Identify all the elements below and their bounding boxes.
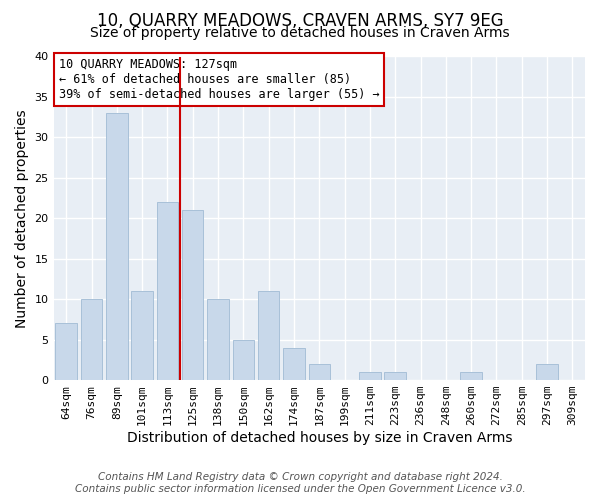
Text: Contains HM Land Registry data © Crown copyright and database right 2024.
Contai: Contains HM Land Registry data © Crown c… (74, 472, 526, 494)
Bar (308, 364, 330, 380)
Text: Size of property relative to detached houses in Craven Arms: Size of property relative to detached ho… (90, 26, 510, 40)
Text: 10, QUARRY MEADOWS, CRAVEN ARMS, SY7 9EG: 10, QUARRY MEADOWS, CRAVEN ARMS, SY7 9EG (97, 12, 503, 30)
Bar (106, 113, 128, 380)
Bar (283, 348, 305, 380)
Bar (233, 340, 254, 380)
Bar (55, 324, 77, 380)
Bar (359, 372, 380, 380)
Bar (385, 372, 406, 380)
Y-axis label: Number of detached properties: Number of detached properties (15, 109, 29, 328)
Text: 10 QUARRY MEADOWS: 127sqm
← 61% of detached houses are smaller (85)
39% of semi-: 10 QUARRY MEADOWS: 127sqm ← 61% of detac… (59, 58, 379, 101)
Bar (81, 299, 102, 380)
Bar (207, 299, 229, 380)
Bar (258, 291, 280, 380)
Bar (157, 202, 178, 380)
Bar (182, 210, 203, 380)
X-axis label: Distribution of detached houses by size in Craven Arms: Distribution of detached houses by size … (127, 431, 512, 445)
Bar (536, 364, 558, 380)
Bar (131, 291, 153, 380)
Bar (460, 372, 482, 380)
